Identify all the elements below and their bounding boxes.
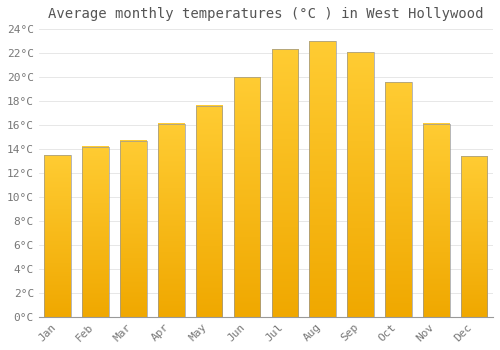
Bar xyxy=(158,124,184,317)
Bar xyxy=(234,77,260,317)
Title: Average monthly temperatures (°C ) in West Hollywood: Average monthly temperatures (°C ) in We… xyxy=(48,7,484,21)
Bar xyxy=(272,49,298,317)
Bar xyxy=(196,106,222,317)
Bar xyxy=(82,147,109,317)
Bar xyxy=(310,41,336,317)
Bar xyxy=(348,52,374,317)
Bar xyxy=(461,156,487,317)
Bar xyxy=(44,155,71,317)
Bar xyxy=(120,141,146,317)
Bar xyxy=(423,124,450,317)
Bar xyxy=(385,82,411,317)
